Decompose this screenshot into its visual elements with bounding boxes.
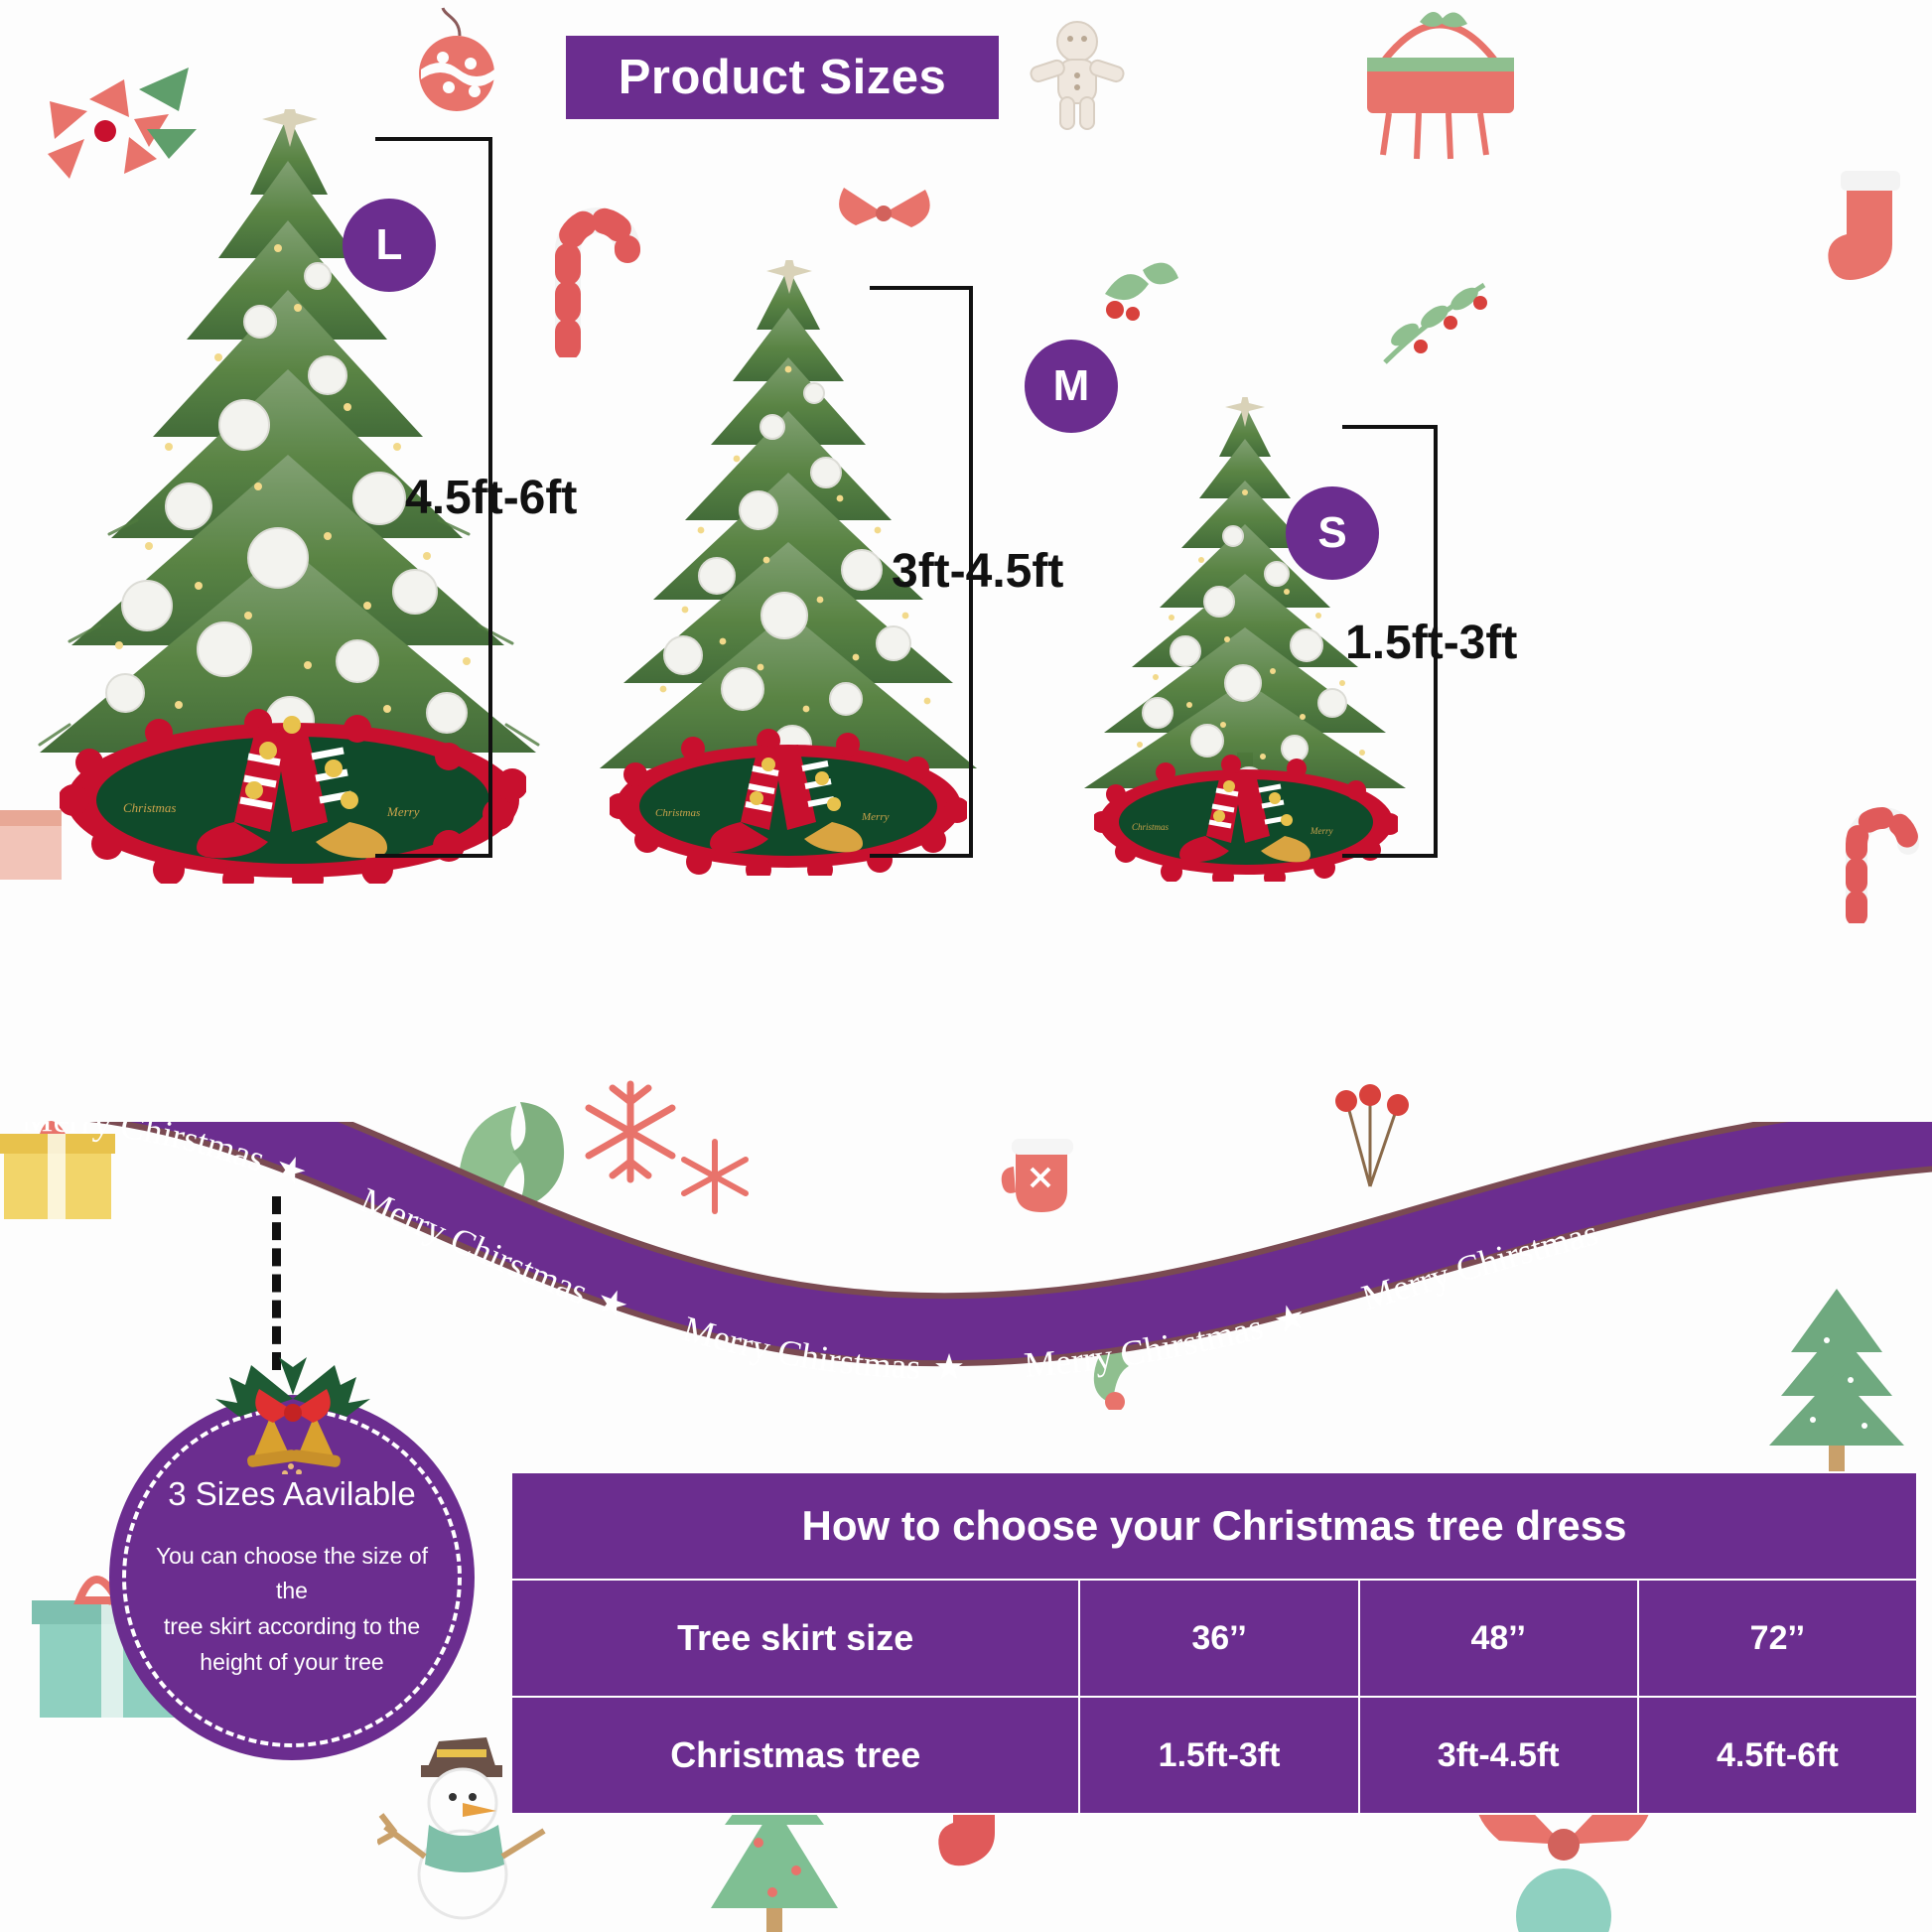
size-badge-medium-label: M (1052, 361, 1090, 410)
row-label-christmas-tree: Christmas tree (509, 1696, 1081, 1815)
stocking-icon (1828, 171, 1900, 280)
measure-label-large: 4.5ft-6ft (405, 472, 578, 524)
ribbon-illustration: Merry Chirstmas ★ Merry Chirstmas ★ Merr… (0, 1122, 1932, 1387)
measure-line-medium-top (870, 286, 973, 290)
christmas-tree-icon (1769, 1289, 1904, 1475)
tree-small: Christmas Merry (1082, 397, 1410, 882)
size-badge-small: S (1286, 486, 1379, 580)
size-badge-small-label: S (1317, 508, 1347, 557)
svg-text:Merry: Merry (861, 811, 890, 823)
tree-skirt-medium: Christmas Merry (610, 729, 967, 876)
dashed-connector-line (272, 1196, 281, 1370)
holly-berry-icon (1105, 262, 1178, 321)
merry-christmas-ribbon: Merry Chirstmas ★ Merry Chirstmas ★ Merr… (0, 1122, 1932, 1387)
measure-line-small-vertical (1434, 425, 1438, 858)
snowflake-icon (585, 1080, 676, 1183)
candy-cane-icon (1846, 807, 1919, 923)
measure-line-small-top (1342, 425, 1438, 429)
row-label-tree-skirt-size: Tree skirt size (509, 1579, 1081, 1698)
sizes-available-line3: height of your tree (200, 1648, 384, 1675)
candy-cane-icon (555, 207, 640, 357)
size-badge-large: L (343, 199, 436, 292)
ribbon-text-1: Merry Chirstmas (21, 1099, 269, 1178)
cell-tree-small: 1.5ft-3ft (1078, 1696, 1360, 1815)
cell-skirt-72: 72’’ (1636, 1579, 1919, 1698)
svg-text:Christmas: Christmas (1132, 822, 1170, 832)
sizes-available-line1: You can choose the size of the (155, 1542, 429, 1604)
measure-line-medium-bottom (870, 854, 973, 858)
measure-line-small-bottom (1342, 854, 1438, 858)
table-title: How to choose your Christmas tree dress (510, 1471, 1918, 1581)
tree-large: Christmas Merry (30, 109, 546, 884)
mistletoe-icon (1383, 282, 1487, 364)
cell-skirt-36: 36’’ (1078, 1579, 1360, 1698)
measure-line-medium-vertical (969, 286, 973, 858)
gingerbread-man-icon (1030, 21, 1125, 130)
ornament-ball-icon (419, 7, 494, 111)
page-title-banner: Product Sizes (566, 36, 999, 119)
snowflake-icon (681, 1139, 749, 1214)
svg-text:Christmas: Christmas (655, 807, 700, 819)
svg-text:Merry: Merry (1310, 826, 1333, 836)
jingle-bells-icon (215, 1357, 370, 1474)
page-title: Product Sizes (618, 51, 947, 104)
measure-label-small: 1.5ft-3ft (1345, 617, 1518, 669)
size-badge-medium: M (1025, 340, 1118, 433)
poinsettia-icon (48, 68, 197, 179)
tree-skirt-small: Christmas Merry (1094, 755, 1398, 882)
measure-line-large-bottom (375, 854, 492, 858)
svg-text:Christmas: Christmas (123, 800, 176, 815)
hanging-basket-icon (1367, 12, 1514, 160)
sizes-available-line2: tree skirt according to the (163, 1613, 421, 1639)
gift-box-icon (0, 1121, 115, 1219)
size-chart-table: How to choose your Christmas tree dress … (509, 1471, 1919, 1815)
svg-text:Merry: Merry (386, 804, 420, 819)
cell-tree-medium: 3ft-4.5ft (1357, 1696, 1639, 1815)
bow-icon (839, 188, 930, 227)
table-row: Christmas tree 1.5ft-3ft 3ft-4.5ft 4.5ft… (509, 1696, 1919, 1815)
mitten-icon (1001, 1139, 1073, 1212)
measure-label-medium: 3ft-4.5ft (892, 545, 1064, 598)
svg-text:★: ★ (933, 1347, 965, 1380)
cell-tree-large: 4.5ft-6ft (1636, 1696, 1919, 1815)
berry-sprig-icon (1335, 1084, 1409, 1187)
table-row: Tree skirt size 36’’ 48’’ 72’’ (509, 1579, 1919, 1698)
measure-line-large-top (375, 137, 492, 141)
gift-box-icon (0, 810, 62, 880)
snowman-icon (377, 1737, 546, 1920)
measure-line-large-vertical (488, 137, 492, 858)
cell-skirt-48: 48’’ (1357, 1579, 1639, 1698)
tree-large-illustration (38, 109, 540, 814)
tree-medium: Christmas Merry (596, 260, 983, 876)
sizes-available-title: 3 Sizes Aavilable (168, 1474, 416, 1512)
size-badge-large-label: L (375, 220, 403, 269)
svg-text:Merry Chirstmas: Merry Chirstmas (21, 1122, 269, 1179)
